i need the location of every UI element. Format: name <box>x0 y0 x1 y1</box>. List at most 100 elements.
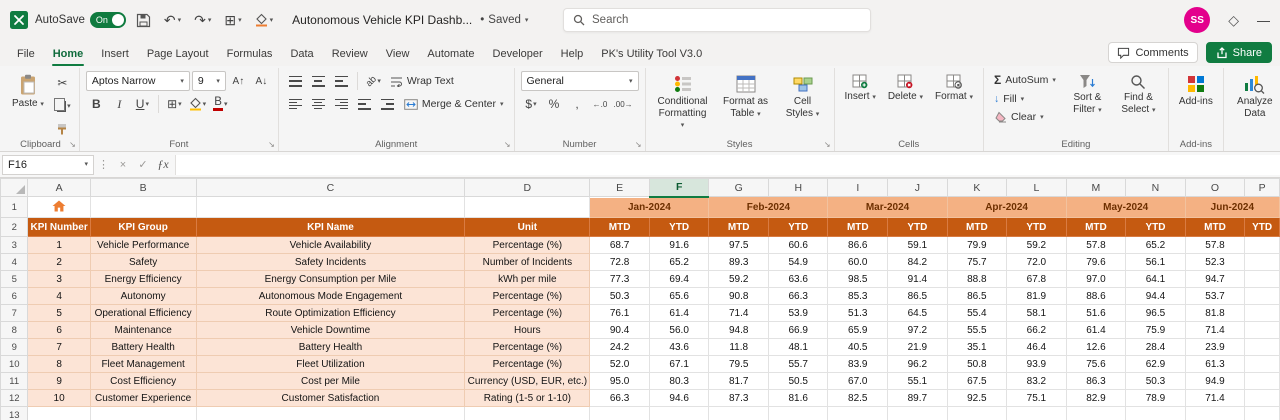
tab-home[interactable]: Home <box>44 44 93 66</box>
cell-E5[interactable]: 77.3 <box>590 271 650 288</box>
cell-B5[interactable]: Energy Efficiency <box>90 271 196 288</box>
cell-P5[interactable] <box>1245 271 1280 288</box>
cell-H3[interactable]: 60.6 <box>768 237 828 254</box>
italic-button[interactable]: I <box>109 94 130 114</box>
cell-P13[interactable] <box>1245 407 1280 420</box>
cell-C3[interactable]: Vehicle Availability <box>196 237 465 254</box>
fill-button[interactable]: ↓ Fill ▾ <box>990 92 1060 106</box>
row-header-1[interactable]: 1 <box>1 197 28 218</box>
cell-L8[interactable]: 66.2 <box>1007 322 1067 339</box>
conditional-formatting-button[interactable]: Conditional Formatting ▾ <box>652 71 714 134</box>
header-ytd-3[interactable]: YTD <box>888 218 948 237</box>
header-kpi-name[interactable]: KPI Name <box>196 218 465 237</box>
cell-J5[interactable]: 91.4 <box>888 271 948 288</box>
cell-N5[interactable]: 64.1 <box>1126 271 1186 288</box>
cell-M9[interactable]: 12.6 <box>1066 339 1126 356</box>
cell-F6[interactable]: 65.6 <box>649 288 709 305</box>
tab-view[interactable]: View <box>377 44 419 66</box>
cell-O8[interactable]: 71.4 <box>1185 322 1245 339</box>
column-header-D[interactable]: D <box>465 179 590 197</box>
cell-N10[interactable]: 62.9 <box>1126 356 1186 373</box>
cell-F3[interactable]: 91.6 <box>649 237 709 254</box>
cell-L5[interactable]: 67.8 <box>1007 271 1067 288</box>
cell-I9[interactable]: 40.5 <box>828 339 888 356</box>
cell-H10[interactable]: 55.7 <box>768 356 828 373</box>
row-header-2[interactable]: 2 <box>1 218 28 237</box>
cell-L11[interactable]: 83.2 <box>1007 373 1067 390</box>
header-mtd-5[interactable]: MTD <box>1066 218 1126 237</box>
cell-K11[interactable]: 67.5 <box>947 373 1007 390</box>
increase-decimal-button[interactable]: ←.0 <box>590 94 611 114</box>
cell-A12[interactable]: 10 <box>28 390 90 407</box>
column-header-P[interactable]: P <box>1245 179 1280 197</box>
cell-D12[interactable]: Rating (1-5 or 1-10) <box>465 390 590 407</box>
cell-M8[interactable]: 61.4 <box>1066 322 1126 339</box>
month-header-5[interactable]: May-2024 <box>1066 197 1185 218</box>
decrease-indent-button[interactable] <box>354 94 375 114</box>
cell-H7[interactable]: 53.9 <box>768 305 828 322</box>
cell-M7[interactable]: 51.6 <box>1066 305 1126 322</box>
cell-K5[interactable]: 88.8 <box>947 271 1007 288</box>
column-header-F[interactable]: F <box>649 179 709 197</box>
cell-O5[interactable]: 94.7 <box>1185 271 1245 288</box>
number-dialog-launcher[interactable]: ↘ <box>635 140 642 149</box>
row-header-11[interactable]: 11 <box>1 373 28 390</box>
cell-K13[interactable] <box>947 407 1007 420</box>
cell-E9[interactable]: 24.2 <box>590 339 650 356</box>
cell-G7[interactable]: 71.4 <box>709 305 769 322</box>
cell-E6[interactable]: 50.3 <box>590 288 650 305</box>
cell-B12[interactable]: Customer Experience <box>90 390 196 407</box>
cell-G5[interactable]: 59.2 <box>709 271 769 288</box>
cell-D1[interactable] <box>465 197 590 218</box>
cell-O7[interactable]: 81.8 <box>1185 305 1245 322</box>
cell-C9[interactable]: Battery Health <box>196 339 465 356</box>
cell-F13[interactable] <box>649 407 709 420</box>
cell-L13[interactable] <box>1007 407 1067 420</box>
cell-P7[interactable] <box>1245 305 1280 322</box>
undo-button[interactable]: ↶ ▾ <box>161 8 184 32</box>
redo-button[interactable]: ↷ ▾ <box>191 8 214 32</box>
cell-N9[interactable]: 28.4 <box>1126 339 1186 356</box>
cell-I12[interactable]: 82.5 <box>828 390 888 407</box>
row-header-5[interactable]: 5 <box>1 271 28 288</box>
fill-color-button[interactable]: ▾ <box>187 94 208 114</box>
header-ytd-1[interactable]: YTD <box>649 218 709 237</box>
align-center-button[interactable] <box>308 94 329 114</box>
font-size-combo[interactable]: 9 ▾ <box>192 71 226 91</box>
cell-I7[interactable]: 51.3 <box>828 305 888 322</box>
column-header-I[interactable]: I <box>828 179 888 197</box>
cell-K12[interactable]: 92.5 <box>947 390 1007 407</box>
row-header-12[interactable]: 12 <box>1 390 28 407</box>
cell-F9[interactable]: 43.6 <box>649 339 709 356</box>
cell-B9[interactable]: Battery Health <box>90 339 196 356</box>
cell-B11[interactable]: Cost Efficiency <box>90 373 196 390</box>
cell-M13[interactable] <box>1066 407 1126 420</box>
cell-F11[interactable]: 80.3 <box>649 373 709 390</box>
comments-button[interactable]: Comments <box>1108 42 1197 63</box>
row-header-10[interactable]: 10 <box>1 356 28 373</box>
cell-N3[interactable]: 65.2 <box>1126 237 1186 254</box>
cell-F4[interactable]: 65.2 <box>649 254 709 271</box>
tab-insert[interactable]: Insert <box>92 44 138 66</box>
cell-A7[interactable]: 5 <box>28 305 90 322</box>
increase-font-button[interactable]: A↑ <box>228 71 249 91</box>
cell-E10[interactable]: 52.0 <box>590 356 650 373</box>
row-header-7[interactable]: 7 <box>1 305 28 322</box>
cell-I11[interactable]: 67.0 <box>828 373 888 390</box>
cell-C8[interactable]: Vehicle Downtime <box>196 322 465 339</box>
column-header-H[interactable]: H <box>768 179 828 197</box>
borders-qat-button[interactable]: ⊞ ▾ <box>221 8 244 32</box>
cell-L4[interactable]: 72.0 <box>1007 254 1067 271</box>
column-header-O[interactable]: O <box>1185 179 1245 197</box>
font-color-button[interactable]: B▾ <box>210 94 231 114</box>
cell-L3[interactable]: 59.2 <box>1007 237 1067 254</box>
cell-E13[interactable] <box>590 407 650 420</box>
cell-B1[interactable] <box>90 197 196 218</box>
cell-J3[interactable]: 59.1 <box>888 237 948 254</box>
cell-B13[interactable] <box>90 407 196 420</box>
cell-E7[interactable]: 76.1 <box>590 305 650 322</box>
cancel-button[interactable]: × <box>113 155 133 175</box>
header-mtd-4[interactable]: MTD <box>947 218 1007 237</box>
align-right-button[interactable] <box>331 94 352 114</box>
number-format-combo[interactable]: General ▾ <box>521 71 639 91</box>
